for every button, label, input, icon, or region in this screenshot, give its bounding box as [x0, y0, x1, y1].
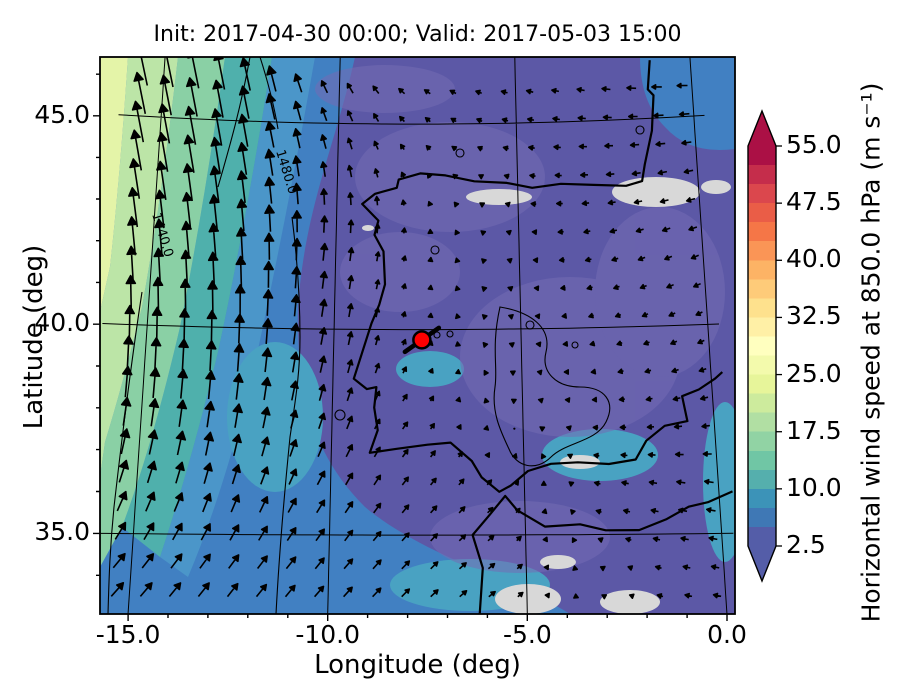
x-tick-label: -10.0 — [295, 620, 361, 649]
x-tick-label: -15.0 — [95, 620, 161, 649]
x-axis-label: Longitude (deg) — [314, 650, 521, 680]
coastlines — [352, 60, 733, 614]
colorbar-tick-label: 40.0 — [786, 244, 842, 274]
colorbar-tick-label: 2.5 — [786, 530, 826, 559]
y-tick-label: 40.0 — [34, 308, 90, 338]
colorbar-tick-label: 17.5 — [786, 415, 842, 445]
colorbar-tick-label: 10.0 — [786, 472, 842, 502]
y-tick-label: 35.0 — [34, 517, 90, 547]
colorbar-tick-label: 32.5 — [786, 301, 842, 331]
axis-ticks — [93, 73, 728, 621]
colorbar-tick-label: 47.5 — [786, 187, 842, 217]
wind-vector-arrows — [110, 57, 722, 600]
colorbar-tick-label: 25.0 — [786, 358, 842, 388]
colorbar-label: Horizontal wind speed at 850.0 hPa (m s⁻… — [856, 82, 886, 623]
map-canvas: 1440.0 1480.0 — [93, 56, 736, 621]
colorbar-canvas — [747, 109, 782, 583]
colorbar-tick-label: 55.0 — [786, 130, 842, 159]
map-plot: 1440.0 1480.0 — [90, 47, 745, 624]
plot-border — [99, 56, 736, 615]
x-tick-label: -5.0 — [502, 620, 552, 649]
y-tick-label: 45.0 — [34, 99, 90, 129]
station-marker — [402, 325, 442, 355]
plot-title: Init: 2017-04-30 00:00; Valid: 2017-05-0… — [153, 22, 682, 47]
lat-lon-gridlines — [100, 57, 734, 614]
colorbar-bar — [747, 109, 777, 583]
red-dot-marker — [412, 330, 432, 350]
colorbar — [744, 108, 790, 586]
x-tick-label: 0.0 — [707, 620, 747, 649]
